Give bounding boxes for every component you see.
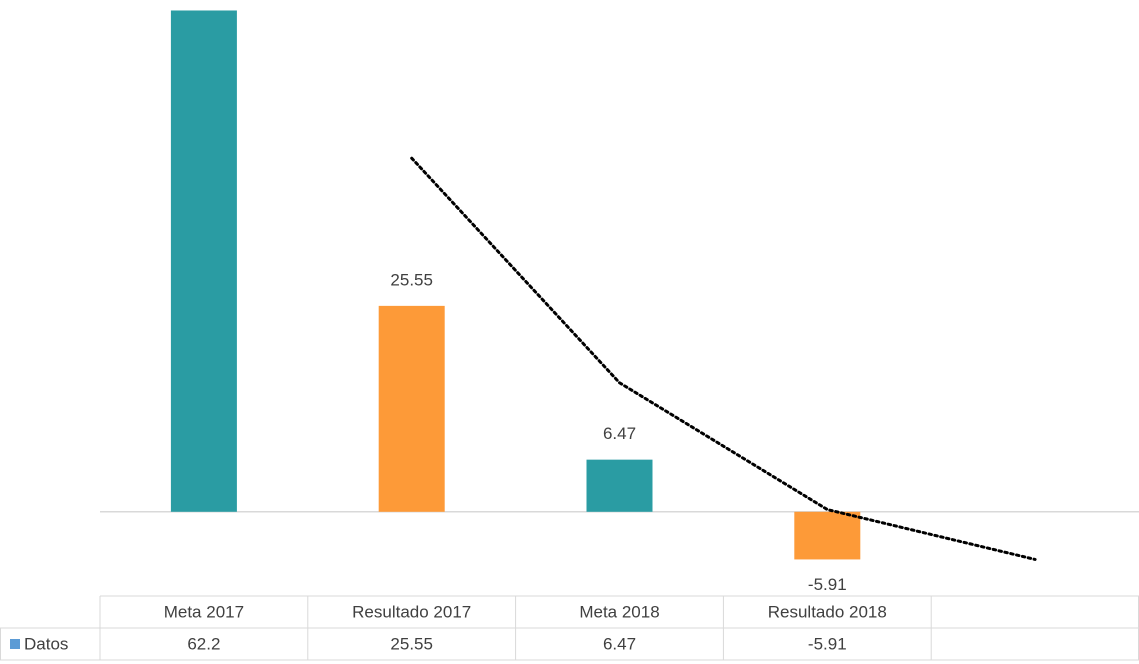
- bar: [586, 459, 653, 512]
- data-label: 6.47: [603, 424, 636, 443]
- table-value: 6.47: [603, 634, 636, 653]
- x-tick-label: Resultado 2018: [768, 602, 887, 621]
- table-value: 62.2: [187, 634, 220, 653]
- bar: [378, 305, 445, 512]
- table-value: -5.91: [808, 634, 847, 653]
- x-tick-label: Resultado 2017: [352, 602, 471, 621]
- bar: [794, 511, 861, 560]
- data-label: -5.91: [808, 575, 847, 594]
- data-label: 25.55: [390, 270, 433, 289]
- legend-key: [10, 639, 20, 649]
- legend-label: Datos: [24, 634, 68, 653]
- x-tick-label: Meta 2018: [579, 602, 659, 621]
- x-tick-label: Meta 2017: [164, 602, 244, 621]
- table-value: 25.55: [390, 634, 433, 653]
- trendline: [410, 156, 1037, 561]
- bar: [170, 10, 237, 512]
